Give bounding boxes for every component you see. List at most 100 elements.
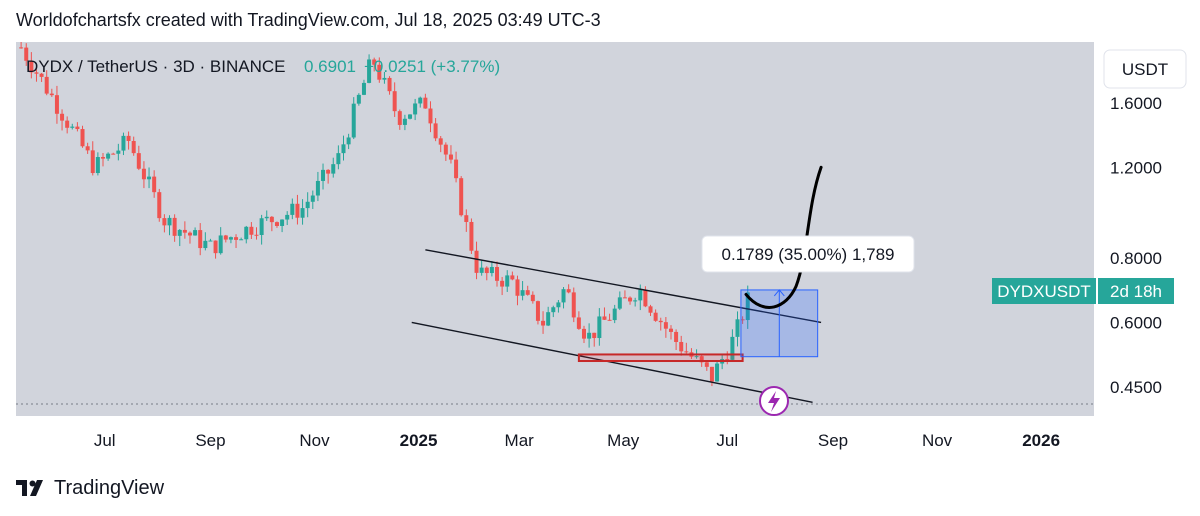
candle-body <box>198 230 203 249</box>
candle-body <box>408 114 413 119</box>
candle-body <box>234 237 239 240</box>
candle-body <box>438 138 443 145</box>
candle-body <box>576 317 581 329</box>
candle-body <box>300 208 305 218</box>
footer: TradingView <box>16 477 164 500</box>
candle-body <box>29 60 34 73</box>
candle-body <box>228 237 233 240</box>
chart-caption: Worldofchartsfx created with TradingView… <box>16 10 601 30</box>
candle-body <box>44 76 49 94</box>
candle-body <box>290 203 295 215</box>
candle-body <box>638 289 643 301</box>
candle-body <box>423 97 428 109</box>
candle-body <box>622 297 627 299</box>
candle-body <box>525 290 530 295</box>
candle-body <box>305 201 310 209</box>
candle-body <box>484 267 489 274</box>
candle-body <box>597 316 602 339</box>
candle-body <box>709 366 714 382</box>
candle-body <box>121 135 126 151</box>
candle-body <box>49 93 54 96</box>
candle-body <box>182 229 187 233</box>
price-scale-area[interactable] <box>1094 42 1200 416</box>
candle-body <box>367 59 372 83</box>
candle-body <box>745 292 750 321</box>
candle-body <box>356 94 361 104</box>
candle-body <box>336 153 341 165</box>
candle-body <box>459 178 464 216</box>
time-tick-label: Nov <box>299 431 330 450</box>
candle-body <box>418 97 423 104</box>
candle-body <box>561 289 566 303</box>
candle-body <box>177 229 182 236</box>
legend-last-price: 0.6901 <box>304 57 356 76</box>
candle-body <box>648 306 653 313</box>
candle-body <box>141 168 146 180</box>
legend[interactable]: DYDX / TetherUS · 3D · BINANCE 0.6901 +0… <box>26 57 500 76</box>
drawings-layer[interactable] <box>411 165 823 403</box>
candle-body <box>382 77 387 80</box>
candle-body <box>341 144 346 154</box>
time-axis-area[interactable] <box>16 416 1094 462</box>
candle-body <box>19 47 24 49</box>
candle-body <box>443 144 448 155</box>
candle-body <box>551 307 556 313</box>
candle-body <box>346 137 351 145</box>
candle-body <box>515 279 520 296</box>
legend-symbol: DYDX / TetherUS · 3D · BINANCE <box>26 57 285 76</box>
candle-body <box>530 294 535 302</box>
candle-body <box>280 219 285 226</box>
candle-body <box>264 216 269 219</box>
candle-body <box>315 180 320 196</box>
candle-body <box>90 150 95 174</box>
candle-body <box>274 222 279 226</box>
currency-button[interactable]: USDT <box>1103 49 1187 89</box>
candle-body <box>658 320 663 323</box>
candlestick-chart[interactable]: 1.6000 1.2000 0.8000 0.6000 0.4500 Jul Sep Nov… <box>16 41 1200 462</box>
candle-body <box>285 214 290 220</box>
candle-body <box>500 280 505 287</box>
candle-body <box>433 123 438 139</box>
candle-body <box>208 240 213 242</box>
time-tick-label: Jul <box>94 431 116 450</box>
candle-body <box>152 176 157 193</box>
time-tick-label: 2026 <box>1022 431 1060 450</box>
candle-body <box>321 169 326 181</box>
candle-body <box>495 267 500 281</box>
chart-area[interactable]: 1.6000 1.2000 0.8000 0.6000 0.4500 Jul Sep Nov… <box>16 41 1200 462</box>
price-scale-ticks: 1.6000 1.2000 0.8000 0.6000 0.4500 <box>16 94 1162 405</box>
candle-body <box>617 297 622 309</box>
candle-body <box>295 203 300 218</box>
candle-body <box>218 235 223 254</box>
candle-body <box>351 103 356 138</box>
candle-body <box>326 169 331 174</box>
time-tick-label: 2025 <box>400 431 438 450</box>
candle-body <box>474 250 479 273</box>
candle-body <box>223 235 228 240</box>
candle-body <box>535 301 540 321</box>
candle-body <box>172 217 177 236</box>
candle-body <box>397 111 402 125</box>
candle-body <box>361 82 366 95</box>
candle-body <box>510 275 515 280</box>
candle-body <box>448 154 453 160</box>
time-tick-label: Nov <box>922 431 953 450</box>
candle-body <box>556 302 561 308</box>
candle-body <box>126 135 131 141</box>
measure-arrow <box>773 289 785 297</box>
measure-text: 0.1789 (35.00%) 1,789 <box>722 245 895 264</box>
candle-body <box>193 230 198 236</box>
lightning-event-icon[interactable] <box>759 386 789 416</box>
candle-body <box>39 73 44 77</box>
candle-body <box>213 240 218 254</box>
candle-body <box>54 95 59 114</box>
time-axis-ticks: Jul Sep Nov 2025 Mar May Jul Sep Nov 2026 <box>94 431 1060 450</box>
candle-body <box>157 192 162 219</box>
measure-label: 0.1789 (35.00%) 1,789 <box>701 235 915 273</box>
candle-body <box>489 267 494 274</box>
candle-body <box>643 289 648 307</box>
candle-body <box>633 300 638 302</box>
candle-body <box>85 146 90 151</box>
candle-body <box>546 312 551 326</box>
support-zone-box <box>577 353 744 363</box>
